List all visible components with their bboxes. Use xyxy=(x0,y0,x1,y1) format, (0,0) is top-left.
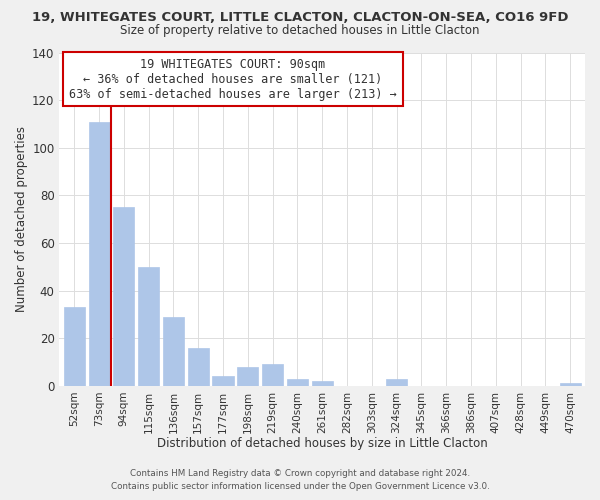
Bar xyxy=(212,376,233,386)
Text: Contains HM Land Registry data © Crown copyright and database right 2024.
Contai: Contains HM Land Registry data © Crown c… xyxy=(110,470,490,491)
Y-axis label: Number of detached properties: Number of detached properties xyxy=(15,126,28,312)
Text: 19, WHITEGATES COURT, LITTLE CLACTON, CLACTON-ON-SEA, CO16 9FD: 19, WHITEGATES COURT, LITTLE CLACTON, CL… xyxy=(32,11,568,24)
Bar xyxy=(262,364,283,386)
Text: 19 WHITEGATES COURT: 90sqm
← 36% of detached houses are smaller (121)
63% of sem: 19 WHITEGATES COURT: 90sqm ← 36% of deta… xyxy=(69,58,397,100)
X-axis label: Distribution of detached houses by size in Little Clacton: Distribution of detached houses by size … xyxy=(157,437,488,450)
Bar xyxy=(89,122,110,386)
Bar xyxy=(113,208,134,386)
Bar xyxy=(287,378,308,386)
Bar xyxy=(138,267,159,386)
Bar xyxy=(386,378,407,386)
Bar xyxy=(237,367,259,386)
Bar xyxy=(311,381,333,386)
Bar xyxy=(64,308,85,386)
Text: Size of property relative to detached houses in Little Clacton: Size of property relative to detached ho… xyxy=(120,24,480,37)
Bar xyxy=(188,348,209,386)
Bar xyxy=(163,317,184,386)
Bar xyxy=(560,384,581,386)
